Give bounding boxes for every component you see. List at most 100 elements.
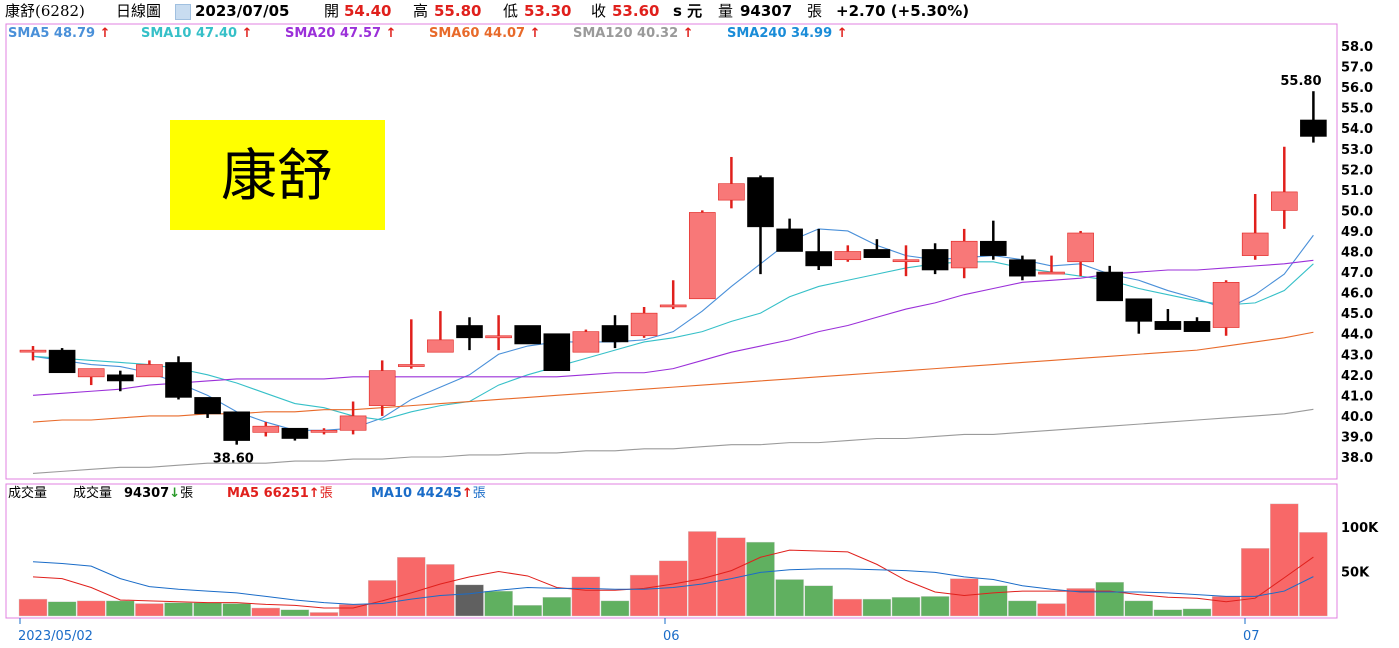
candle — [281, 427, 309, 441]
candle-body — [630, 312, 658, 337]
date-tick-label: 07 — [1243, 629, 1260, 644]
candle-body — [165, 362, 192, 398]
stock-stamp: 康舒 — [170, 120, 385, 230]
price-tick-label: 42.0 — [1341, 369, 1373, 384]
candle — [1038, 255, 1065, 275]
candle-body — [601, 325, 629, 343]
volume-bar — [542, 597, 571, 617]
volume-bar — [106, 600, 135, 617]
candle-body — [718, 183, 745, 201]
stock-stamp-text: 康舒 — [221, 144, 333, 209]
volume-bar — [164, 602, 193, 617]
candle — [747, 175, 774, 275]
candle-body — [368, 370, 396, 406]
candle — [950, 228, 978, 279]
candle-body — [310, 429, 338, 433]
candle-body — [863, 249, 891, 258]
price-tick-label: 39.0 — [1341, 430, 1373, 445]
candle — [863, 239, 891, 258]
close-value: 53.60 — [612, 2, 660, 20]
price-tick-label: 45.0 — [1341, 307, 1373, 322]
volume-bar — [804, 585, 833, 617]
candle — [19, 346, 47, 361]
candle — [572, 329, 600, 353]
candle — [77, 368, 105, 386]
volume-unit: 張 — [807, 2, 823, 20]
volume-bar — [222, 603, 251, 617]
price-tick-label: 52.0 — [1341, 163, 1373, 178]
sma10-legend[interactable]: SMA10 47.40 ↑ — [141, 26, 253, 41]
candle — [659, 280, 687, 310]
candle — [1067, 230, 1094, 277]
volume-bar — [47, 601, 77, 617]
stock-stamp-box — [170, 120, 385, 230]
volume-bar — [688, 531, 717, 617]
volume-bar — [280, 609, 310, 617]
volume-bar — [1211, 596, 1241, 617]
quote-header: 康舒(6282) 日線圖 2023/07/05 開 54.40 高 55.80 … — [0, 0, 1399, 22]
volume-bar — [1008, 600, 1037, 617]
candle-body — [252, 425, 280, 433]
volume-ma5-legend[interactable]: MA5 66251↑張 — [227, 486, 333, 501]
sma120-legend[interactable]: SMA120 40.32 ↑ — [573, 26, 694, 41]
candle-body — [1300, 119, 1327, 137]
candle-body — [514, 325, 542, 345]
candle — [601, 315, 629, 349]
volume-bar — [746, 541, 775, 617]
price-tick-label: 47.0 — [1341, 266, 1373, 281]
candle — [776, 218, 803, 252]
candle-body — [456, 325, 483, 339]
volume-bar — [484, 590, 513, 617]
chart-type-dropdown-icon[interactable] — [175, 4, 191, 20]
candle-body — [485, 335, 512, 339]
candle-body — [1154, 321, 1182, 330]
sma240-legend[interactable]: SMA240 34.99 ↑ — [727, 26, 848, 41]
candle-body — [136, 364, 163, 378]
sma60-legend[interactable]: SMA60 44.07 ↑ — [429, 26, 541, 41]
volume-bar — [338, 604, 368, 617]
candle — [194, 397, 221, 418]
candle — [1271, 146, 1298, 229]
volume-bar — [600, 600, 630, 617]
volume-bar — [1240, 548, 1270, 617]
candle-body — [572, 331, 600, 353]
volume-bars — [18, 503, 1328, 617]
chart-type-label[interactable]: 日線圖 — [116, 2, 162, 20]
change-value: +2.70 (+5.30%) — [836, 2, 970, 20]
high-value: 55.80 — [434, 2, 482, 20]
volume-bar — [775, 579, 804, 617]
sma60-line — [32, 331, 1314, 423]
price-tick-label: 50.0 — [1341, 204, 1373, 219]
candle — [979, 220, 1007, 260]
volume-bar — [629, 574, 659, 617]
price-tick-label: 40.0 — [1341, 410, 1373, 425]
candle-body — [1183, 321, 1211, 332]
price-axis: 38.0 39.0 40.0 41.0 42.0 43.0 44.0 45.0 46.0 47.0… — [1341, 40, 1373, 466]
candle — [1241, 193, 1269, 260]
price-tick-label: 55.0 — [1341, 102, 1373, 117]
price-tick-label: 48.0 — [1341, 246, 1373, 261]
volume-ma10-legend[interactable]: MA10 44245↑張 — [371, 486, 486, 501]
date-axis: 2023/05/02 06 07 — [18, 618, 1260, 644]
volume-ma10-line — [32, 561, 1314, 605]
candle — [48, 348, 76, 374]
candle-body — [107, 374, 134, 382]
sma20-legend[interactable]: SMA20 47.57 ↑ — [285, 26, 397, 41]
volume-axis: 50K 100K — [1341, 521, 1379, 581]
candle — [718, 156, 745, 209]
candle-body — [892, 259, 920, 263]
sma5-legend[interactable]: SMA5 48.79 ↑ — [8, 26, 111, 41]
volume-bar — [1066, 588, 1095, 617]
candle-body — [1096, 271, 1123, 302]
volume-bar — [1124, 600, 1154, 617]
candle — [107, 370, 134, 392]
candle — [834, 245, 862, 262]
candle — [136, 360, 163, 378]
candle-body — [659, 304, 687, 308]
candle — [921, 243, 949, 275]
low-price-annotation: 38.60 — [213, 452, 254, 467]
candle-body — [950, 240, 978, 269]
stock-name[interactable]: 康舒(6282) — [5, 2, 85, 20]
candle — [165, 356, 192, 400]
